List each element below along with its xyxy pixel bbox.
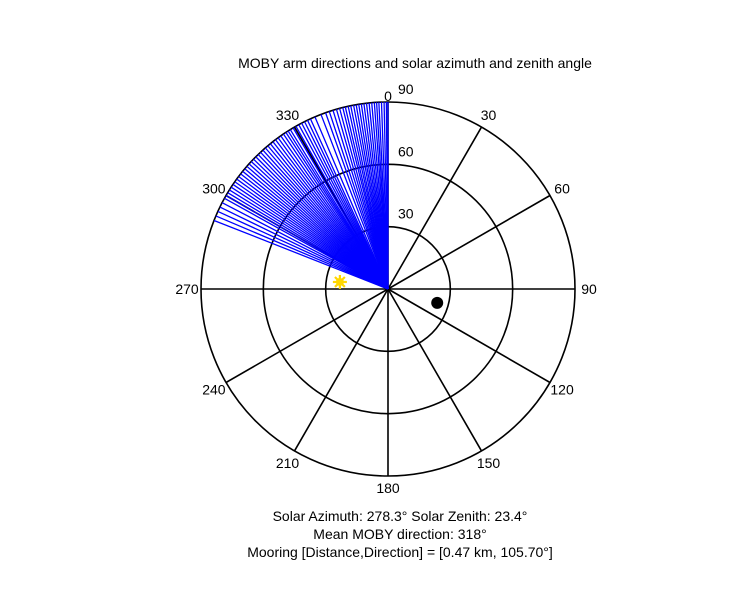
spoke-150 — [387, 288, 483, 452]
radial-tick-label-90: 90 — [398, 81, 414, 97]
arm-direction-line-65 — [219, 206, 389, 290]
arm-direction-line-24 — [320, 114, 389, 290]
chart-title: MOBY arm directions and solar azimuth an… — [238, 55, 592, 71]
angle-tick-label-270: 270 — [175, 281, 199, 297]
spoke-240 — [225, 288, 389, 384]
angle-tick-label-0: 0 — [384, 88, 392, 104]
angle-tick-label-90: 90 — [581, 281, 597, 297]
spoke-30 — [387, 126, 483, 290]
angle-tick-label-300: 300 — [202, 181, 226, 197]
arm-direction-line-63 — [224, 197, 389, 290]
spoke-210 — [293, 288, 389, 452]
angle-tick-label-330: 330 — [276, 107, 300, 123]
solar-angles-caption: Solar Azimuth: 278.3° Solar Zenith: 23.4… — [272, 508, 528, 524]
angle-tick-label-240: 240 — [202, 382, 226, 398]
sun-core — [335, 277, 344, 286]
arm-direction-line-22 — [328, 111, 389, 290]
mean-direction-caption: Mean MOBY direction: 318° — [313, 526, 487, 542]
arm-direction-line-67 — [215, 215, 389, 290]
angle-tick-label-30: 30 — [481, 107, 497, 123]
angle-tick-label-150: 150 — [477, 455, 501, 471]
angle-tick-label-210: 210 — [276, 455, 300, 471]
spoke-60 — [387, 194, 551, 290]
arm-direction-line-23 — [324, 112, 389, 290]
arm-direction-line-68 — [213, 219, 389, 290]
mooring-marker — [431, 296, 444, 309]
mooring-caption: Mooring [Distance,Direction] = [0.47 km,… — [247, 544, 553, 560]
arm-direction-line-66 — [217, 210, 389, 290]
spoke-120 — [387, 288, 551, 384]
angle-tick-label-120: 120 — [550, 382, 574, 398]
arm-direction-line-21 — [332, 110, 389, 290]
arm-direction-line-64 — [221, 202, 389, 290]
arm-direction-line-25 — [314, 116, 389, 290]
radial-tick-label-30: 30 — [398, 206, 414, 222]
radial-tick-label-60: 60 — [398, 143, 414, 159]
angle-tick-label-60: 60 — [554, 181, 570, 197]
angle-tick-label-180: 180 — [376, 480, 400, 496]
